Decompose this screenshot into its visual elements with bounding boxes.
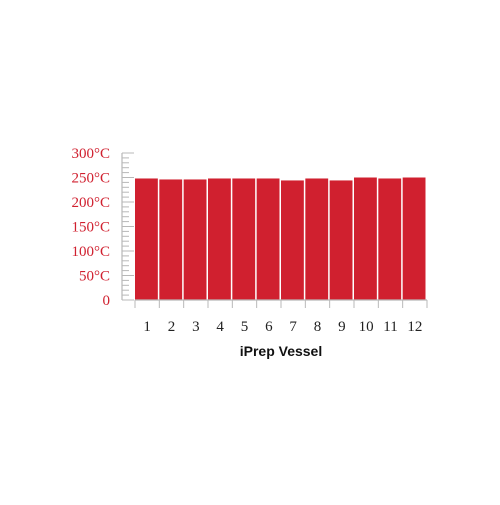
bar-vessel-1: [135, 178, 158, 300]
bar-vessel-9: [329, 180, 353, 300]
x-tick-label: 7: [289, 319, 297, 335]
bar-vessel-5: [232, 178, 256, 300]
x-axis-label: iPrep Vessel: [240, 343, 323, 359]
y-tick-label: 150°C: [71, 220, 110, 236]
bar-vessel-2: [159, 179, 183, 300]
x-tick-label: 11: [383, 319, 397, 335]
bar-vessel-8: [305, 178, 329, 300]
x-tick-label: 3: [192, 319, 200, 335]
bar-vessel-7: [281, 180, 304, 300]
x-tick-label: 5: [241, 319, 249, 335]
bar-vessel-4: [208, 178, 231, 300]
y-tick-label: 0: [103, 293, 111, 309]
bar-vessel-3: [183, 179, 207, 300]
y-axis: 0 50°C 100°C 150°C 200°C 250°C 300°C: [71, 146, 134, 309]
x-tick-label: 10: [359, 319, 374, 335]
bar-vessel-10: [354, 177, 377, 300]
y-tick-label: 100°C: [71, 244, 110, 260]
x-tick-label: 6: [265, 319, 273, 335]
bars: [135, 177, 426, 300]
y-tick-label: 200°C: [71, 195, 110, 211]
bar-vessel-6: [256, 178, 280, 300]
bar-vessel-12: [402, 177, 426, 300]
y-tick-label: 50°C: [79, 269, 110, 285]
x-tick-label: 1: [143, 319, 151, 335]
y-tick-label: 250°C: [71, 171, 110, 187]
x-axis: 1 2 3 4 5 6 7 8 9 10 11 12: [134, 299, 428, 335]
x-tick-label: 12: [407, 319, 422, 335]
x-tick-label: 8: [314, 319, 322, 335]
y-tick-label: 300°C: [71, 146, 110, 162]
bar-vessel-11: [378, 178, 402, 300]
x-tick-label: 9: [338, 319, 346, 335]
x-tick-label: 4: [216, 319, 224, 335]
x-tick-label: 2: [168, 319, 176, 335]
